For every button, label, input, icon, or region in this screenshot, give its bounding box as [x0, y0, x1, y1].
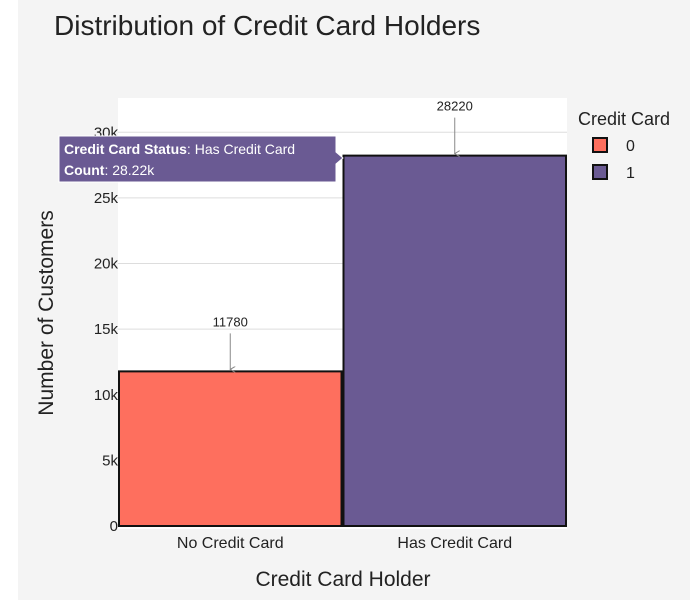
y-tick-label-0: 0 — [110, 518, 118, 535]
data-label-0: 11780 — [213, 314, 248, 329]
y-tick-label-2: 10k — [94, 387, 119, 404]
bar-0[interactable] — [118, 370, 343, 528]
tooltip-count-sep: : — [104, 162, 112, 178]
legend-item-1[interactable]: 1 — [592, 164, 635, 182]
hover-tooltip: Credit Card Status: Has Credit Card Coun… — [58, 135, 344, 183]
tooltip-line-status: Credit Card Status: Has Credit Card — [64, 141, 295, 157]
legend-swatch-1 — [592, 164, 608, 180]
bars — [118, 154, 567, 528]
bar-1[interactable] — [342, 154, 567, 528]
legend-swatch-0 — [592, 137, 608, 153]
y-tick-label-4: 20k — [94, 256, 119, 273]
x-tick-labels: No Credit Card Has Credit Card — [177, 535, 512, 552]
y-tick-label-1: 5k — [102, 452, 118, 469]
tooltip-box — [58, 135, 344, 183]
tooltip-status-key: Credit Card Status — [64, 141, 187, 157]
tooltip-status-value: Has Credit Card — [195, 141, 295, 157]
y-axis-label: Number of Customers — [35, 210, 58, 415]
tooltip-status-sep: : — [187, 141, 195, 157]
legend-title: Credit Card — [578, 109, 670, 129]
legend-label-1: 1 — [626, 165, 635, 182]
legend-item-0[interactable]: 0 — [592, 137, 635, 155]
tooltip-count-key: Count — [64, 162, 105, 178]
data-label-1: 28220 — [437, 99, 473, 114]
legend-label-0: 0 — [626, 138, 635, 155]
tooltip-line-count: Count: 28.22k — [64, 162, 155, 178]
x-tick-label-0: No Credit Card — [177, 535, 284, 552]
data-label-annotations: 11780 28220 — [213, 99, 473, 370]
y-tick-label-3: 15k — [94, 321, 119, 338]
x-tick-label-1: Has Credit Card — [397, 535, 512, 552]
legend: Credit Card 0 1 — [578, 109, 670, 182]
tooltip-count-value: 28.22k — [112, 162, 155, 178]
y-tick-label-5: 25k — [94, 190, 119, 207]
x-axis-label: Credit Card Holder — [255, 568, 430, 591]
chart-title: Distribution of Credit Card Holders — [54, 10, 480, 41]
